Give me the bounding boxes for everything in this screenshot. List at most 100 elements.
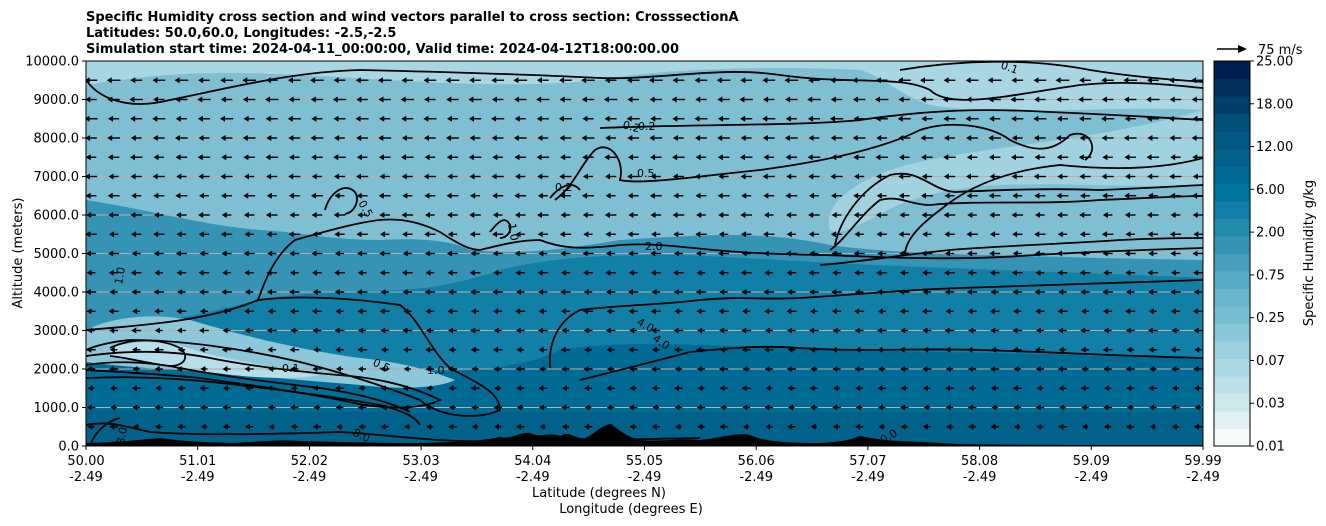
- wind-vector: [899, 154, 910, 161]
- wind-vector: [515, 269, 526, 276]
- wind-vector: [131, 346, 141, 353]
- wind-vector: [1146, 77, 1159, 84]
- wind-vector: [310, 77, 324, 84]
- wind-vector: [966, 231, 978, 238]
- wind-vector: [199, 346, 209, 353]
- wind-vector: [1101, 135, 1114, 141]
- wind-vector: [423, 115, 437, 122]
- wind-vector: [516, 289, 525, 295]
- wind-vector: [244, 269, 254, 276]
- wind-vector: [831, 154, 842, 161]
- wind-vector: [446, 250, 458, 257]
- wind-vector: [469, 135, 481, 141]
- contour-line-0-1-top: [86, 69, 1203, 105]
- wind-vector: [921, 173, 932, 180]
- x-tick-label-lon: -2.49: [739, 470, 773, 485]
- wind-vector: [1126, 346, 1134, 353]
- wind-vector: [853, 212, 865, 218]
- contour-line-0-5-hook: [324, 187, 358, 215]
- wind-vector: [1057, 231, 1068, 238]
- wind-vector: [154, 404, 164, 411]
- wind-reference-label: 75 m/s: [1258, 43, 1303, 58]
- wind-vector: [445, 77, 460, 84]
- wind-vector: [198, 135, 210, 141]
- wind-vector: [652, 346, 660, 353]
- wind-vector: [424, 231, 436, 238]
- wind-vector: [1171, 423, 1180, 430]
- wind-vector: [990, 385, 999, 392]
- wind-vector: [425, 327, 434, 334]
- wind-vector: [1170, 154, 1181, 161]
- wind-vector: [784, 77, 799, 84]
- wind-vector: [651, 327, 661, 334]
- wind-vector: [106, 77, 121, 84]
- wind-vector: [401, 135, 413, 141]
- wind-vector: [311, 115, 323, 122]
- wind-vector: [129, 154, 143, 161]
- wind-vector: [718, 308, 729, 315]
- wind-vector: [1012, 289, 1022, 295]
- colorbar-band: [1214, 253, 1250, 272]
- wind-vector: [424, 250, 435, 257]
- wind-vector: [447, 231, 458, 238]
- wind-vector: [741, 327, 752, 334]
- wind-vector: [742, 366, 750, 372]
- wind-vector: [808, 231, 820, 238]
- wind-vector: [877, 385, 887, 392]
- wind-vector: [877, 404, 886, 411]
- wind-vector: [878, 366, 886, 372]
- title-line-1: Specific Humidity cross section and wind…: [86, 10, 739, 25]
- wind-vector: [287, 115, 301, 122]
- wind-vector: [289, 154, 300, 161]
- wind-vector: [900, 423, 908, 430]
- wind-vector: [627, 231, 639, 238]
- wind-vector: [400, 96, 414, 103]
- wind-vector: [1056, 135, 1069, 141]
- wind-vector: [605, 135, 617, 141]
- wind-vector: [1148, 346, 1158, 353]
- wind-vector: [899, 212, 910, 218]
- wind-vector: [1033, 115, 1047, 122]
- wind-vector: [493, 327, 502, 334]
- wind-vector: [539, 366, 547, 372]
- wind-vector: [313, 404, 321, 411]
- wind-vector: [332, 96, 347, 103]
- wind-vector: [244, 327, 254, 334]
- wind-vector: [491, 135, 504, 141]
- y-tick-label: 1000.0: [34, 401, 80, 416]
- wind-vector: [944, 289, 955, 295]
- wind-vector: [310, 135, 324, 141]
- wind-vector: [719, 423, 728, 430]
- wind-vector: [401, 154, 414, 161]
- wind-vector: [560, 346, 571, 353]
- wind-vector: [966, 192, 978, 199]
- y-tick-label: 9000.0: [34, 93, 80, 108]
- y-tick-label: 5000.0: [34, 247, 80, 262]
- x-tick-label-lon: -2.49: [516, 470, 550, 485]
- wind-vector: [967, 269, 977, 276]
- wind-vector: [267, 385, 277, 392]
- contour-label: 1.0: [427, 364, 445, 377]
- x-tick-label-lat: 52.02: [291, 454, 328, 469]
- wind-vector: [153, 250, 164, 257]
- wind-vector: [651, 385, 660, 392]
- wind-vector: [446, 96, 459, 103]
- wind-vector: [131, 327, 142, 334]
- wind-vector: [627, 154, 639, 161]
- wind-vector: [1034, 96, 1046, 103]
- wind-vector: [470, 192, 481, 199]
- wind-vector: [1103, 404, 1112, 411]
- wind-vector: [1034, 231, 1046, 238]
- wind-vector: [425, 308, 435, 315]
- wind-vector: [1125, 173, 1136, 180]
- wind-vector: [786, 308, 797, 315]
- wind-vector: [290, 423, 298, 430]
- wind-vector: [378, 96, 391, 103]
- wind-vector: [743, 423, 750, 430]
- contour-line-2-0-main: [257, 218, 1203, 301]
- wind-vector: [1079, 173, 1091, 180]
- wind-vector: [855, 346, 863, 353]
- wind-vector: [154, 346, 164, 353]
- wind-vector: [425, 346, 435, 353]
- wind-vector: [628, 250, 639, 257]
